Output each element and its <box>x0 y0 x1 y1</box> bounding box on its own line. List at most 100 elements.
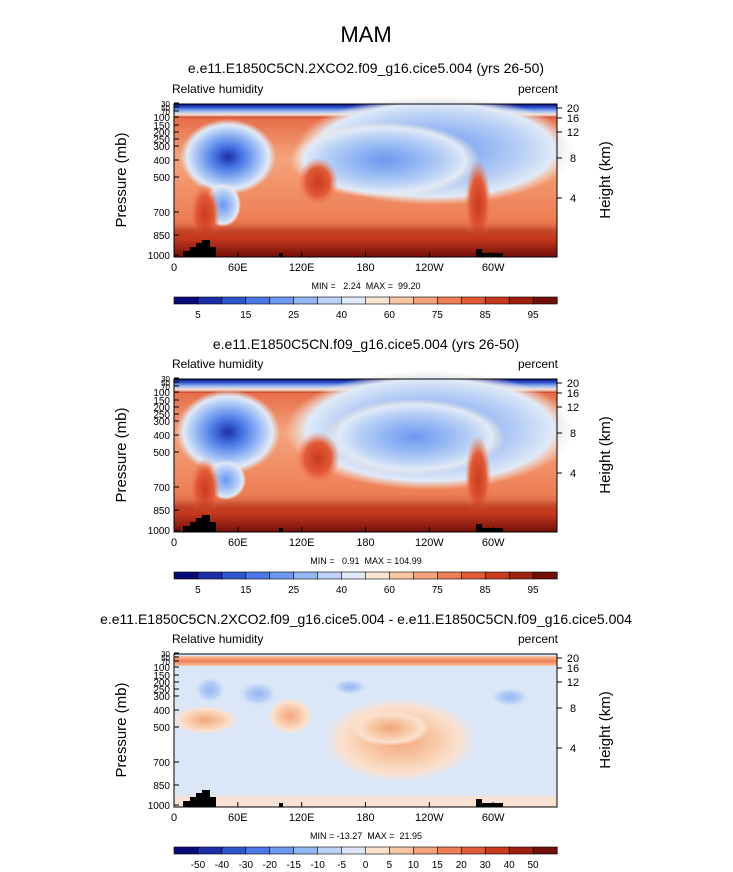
y-tick-label: 30 <box>161 650 170 659</box>
colorbar-swatch <box>508 571 534 580</box>
colorbar-label: -15 <box>286 860 301 871</box>
colorbar-label: 25 <box>288 310 300 321</box>
colorbar-label: -20 <box>263 860 278 871</box>
colorbar-label: 15 <box>240 310 252 321</box>
colorbar-label: -30 <box>239 860 254 871</box>
y-tick-label: 700 <box>153 208 170 219</box>
y-tick-label: 850 <box>153 781 170 792</box>
y-tick-label: 1000 <box>148 251 171 262</box>
units-label: percent <box>518 632 559 646</box>
colorbar-swatch <box>341 571 367 580</box>
colorbar-label: -50 <box>191 860 206 871</box>
y-axis-title: Pressure (mb) <box>113 132 130 227</box>
x-tick-label: 120E <box>289 262 315 274</box>
x-tick-label: 60W <box>482 262 505 274</box>
colorbar-swatch <box>341 296 367 305</box>
colorbar-swatch <box>460 571 486 580</box>
colorbar-label: 30 <box>480 860 492 871</box>
colorbar-swatch <box>389 571 414 580</box>
x-axis: 0 60E 120E 180 120W 60W <box>171 527 505 549</box>
colorbar-swatch <box>389 296 414 305</box>
y-tick-label: 70 <box>161 383 170 392</box>
y-tick-label: 100 <box>153 388 170 399</box>
colorbar-label: 85 <box>480 310 492 321</box>
y-tick-label: 500 <box>153 723 170 734</box>
colorbar-swatch <box>269 846 295 855</box>
contour-field <box>174 95 575 257</box>
y2-tick-label: 20 <box>567 103 579 115</box>
colorbar-label: 95 <box>528 310 540 321</box>
y-tick-label: 250 <box>153 410 170 421</box>
y-tick-label: 50 <box>161 104 170 113</box>
y-axis-title: Pressure (mb) <box>113 682 130 777</box>
x-tick-label: 60W <box>482 812 505 824</box>
x-tick-label: 60W <box>482 537 505 549</box>
y-axis-title: Pressure (mb) <box>113 407 130 502</box>
colorbar-label: 5 <box>387 860 393 871</box>
colorbar-label: 40 <box>336 310 348 321</box>
colorbar: -50 -40 -30 -20 -15 -10 -5 0 5 10 15 20 30 40 50 <box>173 846 558 871</box>
variable-label: Relative humidity <box>172 82 263 96</box>
colorbar-label: 40 <box>504 860 516 871</box>
colorbar-label: -10 <box>310 860 325 871</box>
panel-title: e.e11.E1850C5CN.2XCO2.f09_g16.cice5.004 … <box>100 611 632 627</box>
y2-axis-title: Height (km) <box>597 416 614 494</box>
colorbar-swatch <box>293 571 319 580</box>
colorbar-label: -5 <box>337 860 346 871</box>
colorbar-swatch <box>245 296 271 305</box>
y2-tick-label: 4 <box>570 193 576 205</box>
colorbar-swatch <box>437 296 462 305</box>
y2-tick-label: 8 <box>570 153 576 165</box>
colorbar-swatch <box>173 846 199 855</box>
y2-tick-label: 20 <box>567 378 579 390</box>
colorbar-swatch <box>341 846 367 855</box>
colorbar: 5 15 25 40 60 75 85 95 <box>173 296 558 321</box>
panel-3: e.e11.E1850C5CN.2XCO2.f09_g16.cice5.004 … <box>100 611 632 871</box>
colorbar-swatch <box>221 571 247 580</box>
variable-label: Relative humidity <box>172 357 263 371</box>
y-tick-label: 200 <box>153 403 170 414</box>
colorbar-swatch <box>317 846 343 855</box>
y-tick-label: 300 <box>153 692 170 703</box>
colorbar-swatch <box>269 296 295 305</box>
y2-axis-title: Height (km) <box>597 141 614 219</box>
x-tick-label: 120W <box>415 812 444 824</box>
colorbar-swatch <box>484 571 510 580</box>
colorbar-swatch <box>245 571 271 580</box>
y2-tick-label: 8 <box>570 428 576 440</box>
panel-title: e.e11.E1850C5CN.f09_g16.cice5.004 (yrs 2… <box>213 336 519 352</box>
y-tick-label: 1000 <box>148 801 171 812</box>
x-tick-label: 180 <box>356 537 374 549</box>
y2-tick-label: 16 <box>567 113 579 125</box>
y-tick-label: 100 <box>153 113 170 124</box>
colorbar-label: 95 <box>528 585 540 596</box>
colorbar-label: 5 <box>195 310 201 321</box>
y2-tick-label: 12 <box>567 402 579 414</box>
colorbar-swatch <box>532 846 558 855</box>
colorbar-swatch <box>413 846 438 855</box>
y-tick-label: 400 <box>153 706 170 717</box>
colorbar-swatch <box>221 846 247 855</box>
y2-tick-label: 4 <box>570 468 576 480</box>
x-tick-label: 120E <box>289 812 315 824</box>
y2-tick-label: 16 <box>567 663 579 675</box>
x-tick-label: 120E <box>289 537 315 549</box>
colorbar-swatch <box>293 296 319 305</box>
y-tick-label: 150 <box>153 671 170 682</box>
colorbar-swatch <box>245 846 271 855</box>
x-tick-label: 180 <box>356 812 374 824</box>
colorbar-label: 60 <box>384 310 396 321</box>
colorbar-swatch <box>508 846 534 855</box>
colorbar-swatch <box>197 846 223 855</box>
colorbar-label: 75 <box>432 585 444 596</box>
panel-2: e.e11.E1850C5CN.f09_g16.cice5.004 (yrs 2… <box>113 336 614 596</box>
min-max-stats: MIN = 2.24 MAX = 99.20 <box>311 281 420 291</box>
x-axis: 0 60E 120E 180 120W 60W <box>171 802 505 824</box>
y2-tick-label: 4 <box>570 743 576 755</box>
x-axis: 0 60E 120E 180 120W 60W <box>171 252 505 274</box>
y-tick-label: 100 <box>153 663 170 674</box>
x-tick-label: 60E <box>228 537 248 549</box>
colorbar-label: 15 <box>432 860 444 871</box>
colorbar-swatch <box>173 296 199 305</box>
